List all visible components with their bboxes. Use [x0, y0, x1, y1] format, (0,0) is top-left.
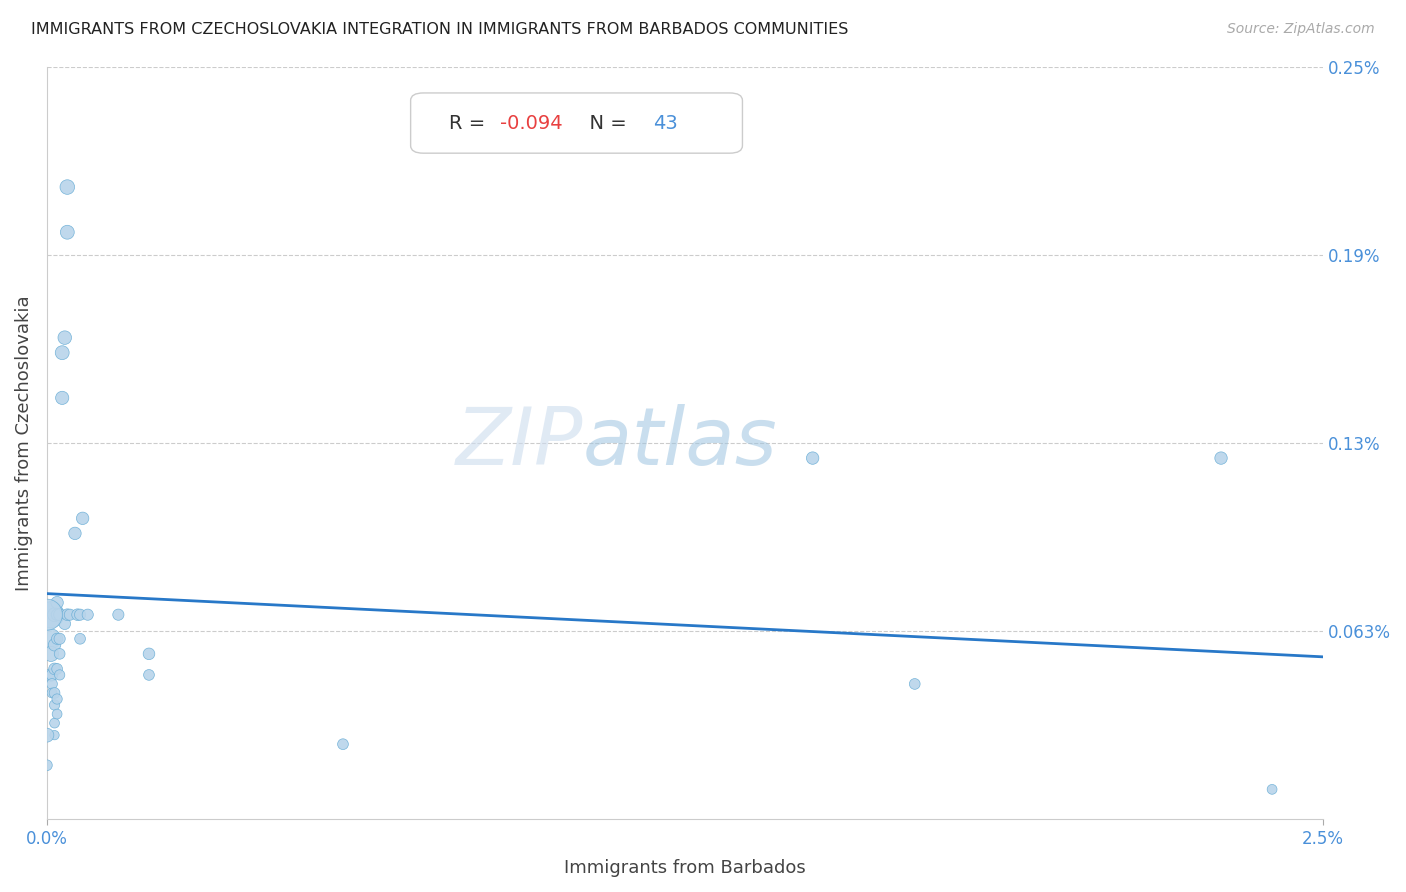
Point — [39, 647, 62, 661]
Point — [44, 662, 66, 676]
Point — [69, 607, 91, 622]
Text: ZIP: ZIP — [456, 404, 583, 482]
Point — [56, 180, 79, 194]
Point — [39, 668, 62, 682]
Point — [138, 668, 160, 682]
Point — [107, 607, 129, 622]
Point — [72, 511, 94, 525]
Text: -0.094: -0.094 — [501, 113, 562, 133]
Point — [48, 668, 70, 682]
Point — [1261, 782, 1284, 797]
Point — [44, 607, 66, 622]
Point — [59, 607, 82, 622]
Point — [44, 638, 66, 652]
Point — [76, 607, 98, 622]
Point — [39, 607, 62, 622]
Point — [46, 692, 69, 706]
Point — [66, 607, 89, 622]
Point — [44, 728, 66, 742]
Text: N =: N = — [576, 113, 633, 133]
Point — [41, 677, 63, 691]
Point — [44, 716, 66, 731]
Text: 43: 43 — [654, 113, 678, 133]
Point — [35, 607, 58, 622]
Point — [39, 632, 62, 646]
Point — [46, 662, 69, 676]
Point — [56, 225, 79, 239]
Text: atlas: atlas — [583, 404, 778, 482]
Point — [46, 707, 69, 722]
Point — [63, 526, 86, 541]
Text: IMMIGRANTS FROM CZECHOSLOVAKIA INTEGRATION IN IMMIGRANTS FROM BARBADOS COMMUNITI: IMMIGRANTS FROM CZECHOSLOVAKIA INTEGRATI… — [31, 22, 848, 37]
Point — [41, 668, 63, 682]
Point — [69, 632, 91, 646]
Point — [904, 677, 927, 691]
Point — [51, 345, 73, 359]
FancyBboxPatch shape — [411, 93, 742, 153]
Point — [801, 451, 824, 466]
Point — [48, 647, 70, 661]
Point — [46, 596, 69, 610]
Point — [35, 728, 58, 742]
Point — [44, 698, 66, 712]
Point — [53, 616, 76, 631]
Text: R =: R = — [449, 113, 492, 133]
Point — [46, 632, 69, 646]
Point — [1209, 451, 1232, 466]
Point — [35, 758, 58, 772]
Text: Source: ZipAtlas.com: Source: ZipAtlas.com — [1227, 22, 1375, 37]
Point — [46, 607, 69, 622]
X-axis label: Immigrants from Barbados: Immigrants from Barbados — [564, 859, 806, 877]
Point — [56, 607, 79, 622]
Point — [332, 737, 354, 751]
Point — [53, 331, 76, 345]
Point — [48, 607, 70, 622]
Point — [44, 686, 66, 700]
Point — [48, 632, 70, 646]
Point — [138, 647, 160, 661]
Point — [41, 686, 63, 700]
Point — [51, 391, 73, 405]
Y-axis label: Immigrants from Czechoslovakia: Immigrants from Czechoslovakia — [15, 295, 32, 591]
